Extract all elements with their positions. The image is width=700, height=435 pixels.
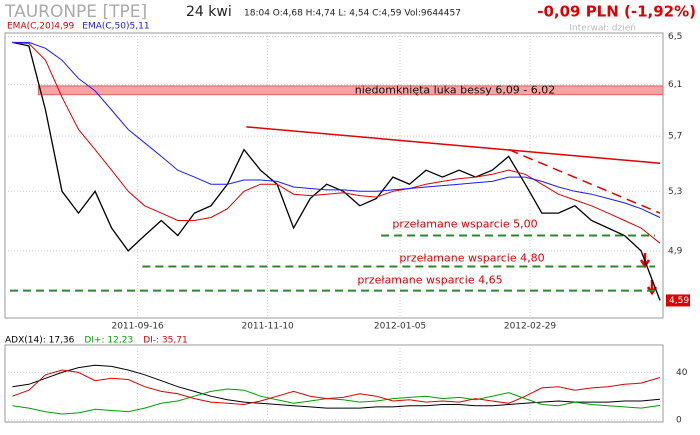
trendline bbox=[508, 148, 661, 214]
trendline bbox=[246, 126, 661, 164]
legend-entry: DI-: 35,71 bbox=[143, 336, 188, 346]
legend-entry: ADX(14): 17,36 bbox=[5, 336, 75, 346]
y-tick-label: 4,9 bbox=[668, 246, 683, 256]
gap-band bbox=[37, 85, 664, 96]
ticker: TAURONPE [TPE] bbox=[4, 2, 147, 22]
y-tick-label: 6,1 bbox=[668, 80, 682, 90]
series-line bbox=[12, 364, 661, 409]
series-line bbox=[12, 41, 661, 218]
series-line bbox=[12, 369, 661, 406]
y-tick-label: 6,5 bbox=[668, 32, 682, 42]
series-line bbox=[12, 41, 661, 301]
x-tick-label: 2012-02-29 bbox=[504, 322, 557, 332]
interval: Interwał: dzień bbox=[569, 24, 636, 34]
y-tick-label: 0 bbox=[676, 416, 682, 426]
x-tick-label: 2012-01-05 bbox=[374, 322, 426, 332]
legend-entry: EMA(C,50)5,11 bbox=[82, 22, 149, 32]
quote: 18:04 O:4,68 H:4,74 L: 4,54 C:4,59 Vol:9… bbox=[244, 9, 461, 19]
series-line bbox=[12, 41, 661, 244]
gap-label: niedomknięta luka bessy 6,09 - 6,02 bbox=[355, 83, 556, 96]
change: -0,09 PLN (-1,92%) bbox=[537, 3, 696, 21]
adx-panel bbox=[4, 344, 664, 423]
legend-entry: DI+: 12,23 bbox=[84, 336, 133, 346]
support-label: przełamane wsparcie 4,65 bbox=[357, 274, 502, 287]
series-line bbox=[12, 388, 661, 415]
arrow bbox=[639, 253, 651, 269]
legend-entry: EMA(C,20)4,99 bbox=[7, 22, 75, 32]
last-price-box bbox=[666, 294, 690, 307]
support-label: przełamane wsparcie 5,00 bbox=[392, 218, 537, 231]
x-tick-label: 2011-09-16 bbox=[111, 322, 164, 332]
y-tick-label: 40 bbox=[676, 368, 688, 378]
support-label: przełamane wsparcie 4,80 bbox=[399, 252, 544, 265]
price-panel bbox=[4, 32, 664, 319]
y-tick-label: 5,3 bbox=[668, 187, 682, 197]
x-tick-label: 2011-11-10 bbox=[241, 322, 294, 332]
date: 24 kwi bbox=[186, 4, 232, 20]
y-tick-label: 5,7 bbox=[668, 132, 682, 142]
last-price-label: 4,59 bbox=[669, 296, 689, 306]
